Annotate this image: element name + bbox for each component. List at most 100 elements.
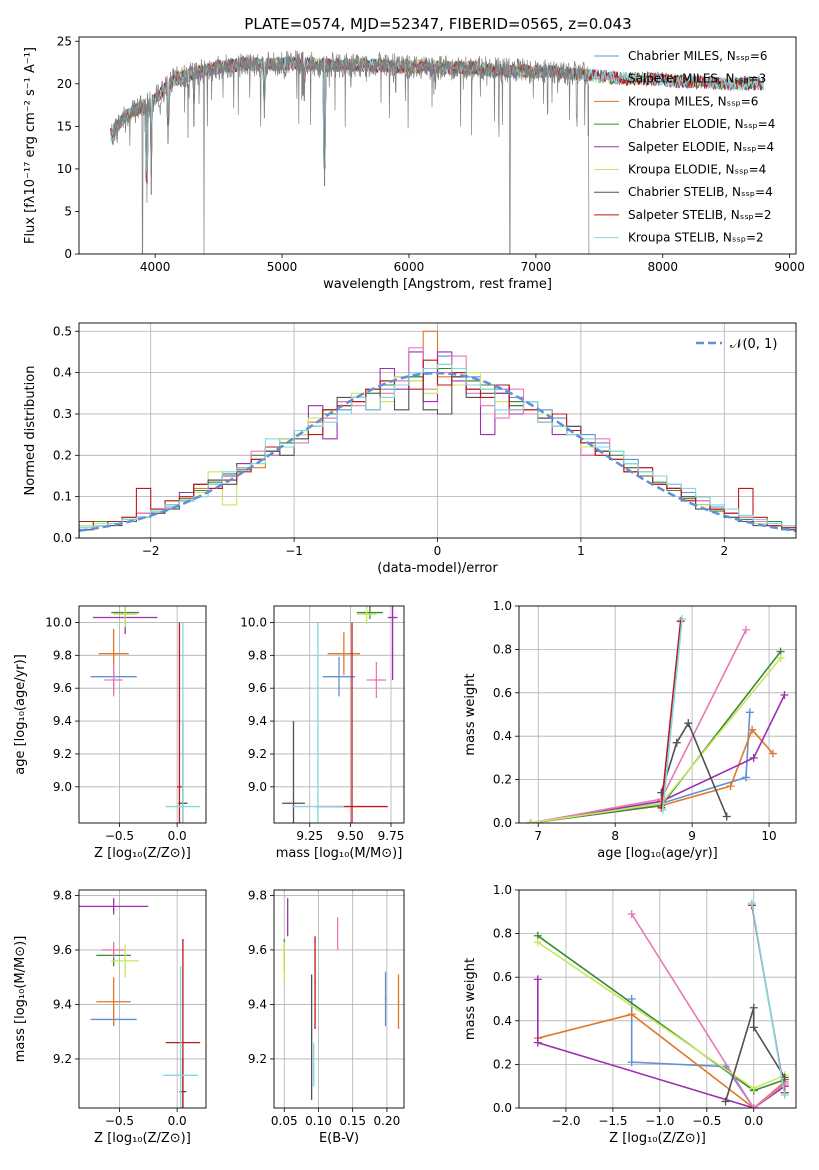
weight-marker bbox=[627, 995, 636, 1003]
x-tick-label: 0.15 bbox=[339, 1114, 366, 1128]
weight-marker bbox=[533, 938, 542, 947]
histogram-series bbox=[79, 363, 796, 538]
y-tick-label: 0.3 bbox=[53, 407, 72, 421]
x-tick-label: −0.5 bbox=[105, 1114, 134, 1128]
y-tick-label: 9.4 bbox=[53, 997, 72, 1011]
y-tick-label: 0.1 bbox=[53, 490, 72, 504]
weight-marker bbox=[533, 975, 542, 984]
y-tick-label: 25 bbox=[57, 34, 72, 48]
weight-marker bbox=[741, 625, 750, 634]
y-tick-label: 0.2 bbox=[53, 448, 72, 462]
y-tick-label: 9.4 bbox=[53, 714, 72, 728]
gaussian-reference-curve bbox=[79, 371, 796, 533]
x-tick-label: −1.5 bbox=[598, 1114, 627, 1128]
x-tick-label: −2 bbox=[142, 544, 160, 558]
plot-area bbox=[90, 606, 201, 823]
y-tick-label: 10.0 bbox=[240, 615, 267, 629]
x-tick-label: 0.0 bbox=[744, 1114, 763, 1128]
y-tick-label: 0 bbox=[64, 247, 72, 261]
weight-series-line bbox=[631, 913, 786, 1108]
weight-marker bbox=[726, 782, 735, 791]
y-tick-label: 9.0 bbox=[248, 780, 267, 794]
legend-label: Salpeter MILES, Nₛₛₚ=3 bbox=[628, 72, 766, 86]
weight-marker bbox=[678, 615, 687, 624]
weight-vs-metallicity-panel: −2.0 −1.5 −1.0 −0.5 0.0 0.0 0.2 0.4 0.6 0.8 1.0 Z [… bbox=[463, 883, 797, 1146]
x-tick-label: 4000 bbox=[140, 260, 171, 274]
y-tick-label: 0.0 bbox=[493, 1101, 512, 1115]
x-axis-label: mass [log₁₀(M/M⊙)] bbox=[276, 846, 403, 861]
legend-label: Chabrier MILES, Nₛₛₚ=6 bbox=[628, 49, 768, 63]
plot-area bbox=[533, 899, 789, 1108]
weight-marker bbox=[749, 1003, 758, 1012]
x-tick-label: 9.25 bbox=[296, 829, 323, 843]
weight-marker bbox=[627, 1010, 636, 1019]
axes-frame bbox=[78, 605, 207, 824]
weight-series-line bbox=[660, 721, 728, 817]
weight-marker bbox=[627, 1058, 636, 1067]
weight-marker bbox=[748, 725, 757, 734]
y-tick-label: 0.5 bbox=[53, 324, 72, 338]
weight-series-line bbox=[662, 618, 683, 811]
legend-label: Chabrier STELIB, Nₛₛₚ=4 bbox=[628, 185, 773, 199]
weight-series-line bbox=[537, 979, 786, 1108]
x-tick-label: −1.0 bbox=[645, 1114, 674, 1128]
x-tick-label: −0.5 bbox=[105, 829, 134, 843]
weight-marker bbox=[658, 805, 667, 814]
x-tick-label: −0.5 bbox=[692, 1114, 721, 1128]
weight-vs-age-panel: 7 8 9 10 0.0 0.2 0.4 0.6 0.8 1.0 age [log₁₀(age/yr… bbox=[463, 599, 797, 861]
weight-marker bbox=[721, 1097, 730, 1106]
axes-frame bbox=[518, 605, 797, 824]
x-tick-label: 0 bbox=[434, 544, 442, 558]
weight-series-line bbox=[530, 694, 786, 823]
spectrum-legend: Chabrier MILES, Nₛₛₚ=6 Salpeter MILES, Nₛ… bbox=[594, 49, 775, 245]
weight-marker bbox=[741, 773, 750, 782]
y-tick-label: 20 bbox=[57, 77, 72, 91]
x-tick-label: −2.0 bbox=[551, 1114, 580, 1128]
weight-marker bbox=[747, 899, 756, 908]
x-tick-label: 0.0 bbox=[168, 1114, 187, 1128]
plot-area bbox=[110, 50, 764, 254]
y-tick-label: 0.0 bbox=[493, 816, 512, 830]
residuals-panel: −2 −1 0 1 2 0.0 0.1 0.2 0.3 0.4 0.5 (data-model)/er… bbox=[23, 322, 797, 576]
axes-frame bbox=[78, 889, 207, 1109]
y-tick-label: 0.2 bbox=[493, 773, 512, 787]
weight-marker bbox=[749, 1104, 758, 1108]
y-tick-label: 0.8 bbox=[493, 642, 512, 656]
weight-series-line bbox=[537, 1013, 786, 1108]
weight-marker bbox=[749, 753, 758, 762]
y-axis-label: Normed distribution bbox=[23, 366, 38, 496]
legend-label: Salpeter ELODIE, Nₛₛₚ=4 bbox=[628, 140, 774, 154]
weight-series-line bbox=[751, 902, 786, 1096]
y-tick-label: 9.8 bbox=[53, 888, 72, 902]
y-axis-label: Flux [fλ10⁻¹⁷ erg cm⁻² s⁻¹ A⁻¹] bbox=[23, 47, 38, 244]
age-vs-metallicity-panel: −0.5 0.0 9.0 9.2 9.4 9.6 9.8 10.0 Z [log₁₀(Z/Z⊙)… bbox=[13, 605, 207, 861]
plot-area bbox=[79, 898, 201, 1108]
x-axis-label: Z [log₁₀(Z/Z⊙)] bbox=[94, 846, 191, 861]
x-tick-label: 10 bbox=[761, 829, 776, 843]
plot-area bbox=[79, 330, 796, 538]
y-tick-label: 9.2 bbox=[248, 747, 267, 761]
x-axis-label: E(B-V) bbox=[319, 1131, 359, 1146]
y-tick-label: 9.2 bbox=[53, 1052, 72, 1066]
mass-vs-ebv-panel: 0.05 0.10 0.15 0.20 9.2 9.4 9.6 9.8 E(B-V) bbox=[248, 888, 405, 1146]
y-tick-label: 0.4 bbox=[493, 1014, 512, 1028]
x-tick-label: 8 bbox=[611, 829, 619, 843]
y-tick-label: 0.4 bbox=[53, 366, 72, 380]
x-axis-label: wavelength [Angstrom, rest frame] bbox=[323, 277, 552, 292]
x-tick-label: 9.75 bbox=[378, 829, 405, 843]
x-tick-label: 0.20 bbox=[374, 1114, 401, 1128]
y-tick-label: 10.0 bbox=[45, 615, 72, 629]
legend-label: Kroupa STELIB, Nₛₛₚ=2 bbox=[628, 231, 764, 245]
weight-marker bbox=[526, 819, 535, 823]
mass-vs-metallicity-panel: −0.5 0.0 9.2 9.4 9.6 9.8 Z [log₁₀(Z/Z⊙)] mass [… bbox=[13, 888, 207, 1146]
y-tick-label: 5 bbox=[64, 204, 72, 218]
x-tick-label: 6000 bbox=[394, 260, 425, 274]
axes-frame bbox=[78, 36, 797, 255]
x-axis-label: Z [log₁₀(Z/Z⊙)] bbox=[609, 1131, 706, 1146]
legend-label: 𝒩(0, 1) bbox=[730, 337, 777, 352]
x-tick-label: 1 bbox=[577, 544, 585, 558]
legend-label: Chabrier ELODIE, Nₛₛₚ=4 bbox=[628, 117, 775, 131]
weight-marker bbox=[722, 812, 731, 821]
